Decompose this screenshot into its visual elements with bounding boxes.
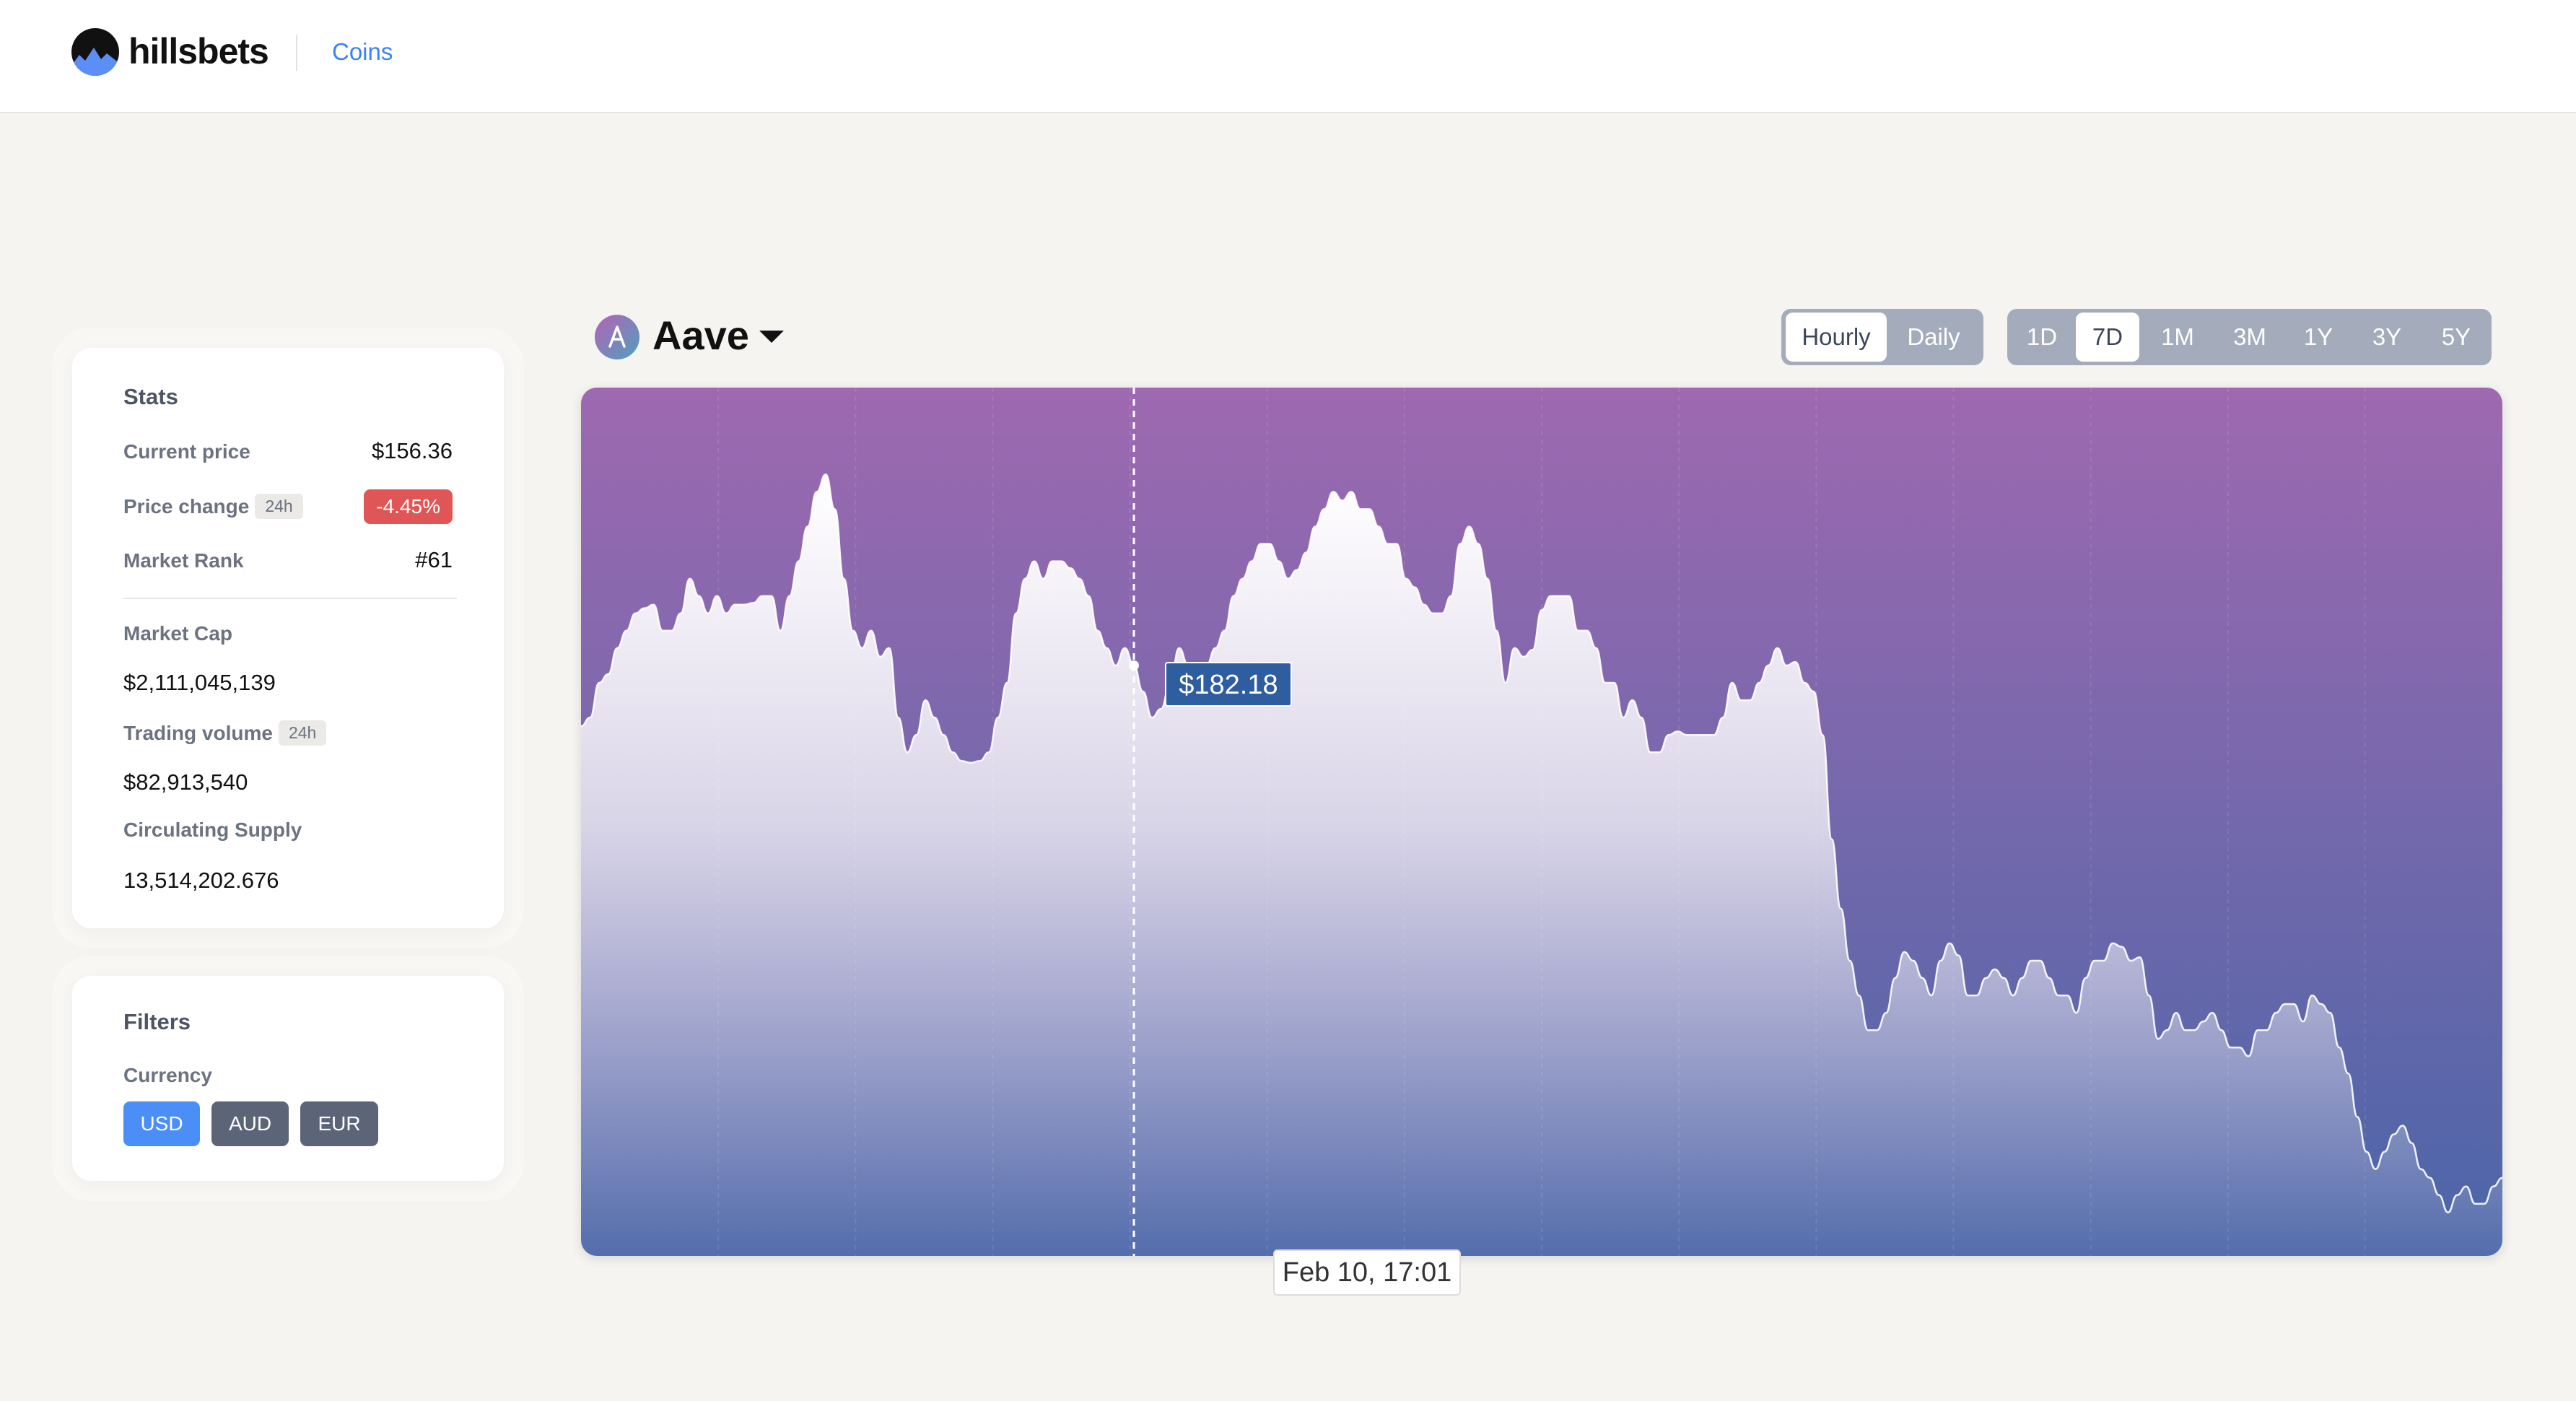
interval-toggle: Hourly Daily [1781,309,1983,365]
caret-down-icon[interactable] [759,331,784,343]
price-chart[interactable]: $182.18 [581,388,2502,1256]
stats-title: Stats [123,384,178,409]
filters-panel: Filters Currency USD AUD EUR [72,976,504,1181]
price-tooltip-box [1164,661,1292,707]
trading-volume-value: $82,913,540 [123,769,248,795]
range-7d-button[interactable]: 7D [2076,313,2139,362]
range-3y-button[interactable]: 3Y [2372,323,2402,350]
timeframe-tag: 24h [278,720,327,746]
date-tooltip: Feb 10, 17:01 [1273,1249,1461,1296]
price-line [581,473,2502,1214]
market-cap-label: Market Cap [123,622,232,645]
range-3m-button[interactable]: 3M [2233,323,2266,350]
trading-volume-label: Trading volume 24h [123,720,327,746]
circulating-supply-label: Circulating Supply [123,819,302,841]
nav-link-coins[interactable]: Coins [332,38,393,65]
range-1d-button[interactable]: 1D [2026,323,2058,350]
stats-divider [123,598,457,599]
circulating-supply-value: 13,514,202.676 [123,868,279,893]
range-toggle: 1D 7D 1M 3M 1Y 3Y 5Y [2007,309,2492,365]
aave-logo-icon [595,315,639,359]
timeframe-tag: 24h [255,494,303,519]
hover-point [1128,660,1139,671]
aave-glyph-icon [608,326,626,348]
filters-title: Filters [123,1009,191,1034]
range-1y-button[interactable]: 1Y [2303,323,2333,350]
price-chart-svg[interactable]: $182.18 [581,388,2502,1256]
current-price-value: $156.36 [371,438,453,463]
price-change-label: Price change 24h [123,494,303,519]
currency-label: Currency [123,1064,212,1086]
hillsbets-logo-icon[interactable] [71,27,120,77]
current-price-label: Current price [123,440,250,463]
interval-daily-button[interactable]: Daily [1907,323,1960,350]
trading-volume-label-text: Trading volume [123,722,273,744]
price-area [581,474,2502,1256]
interval-hourly-button[interactable]: Hourly [1786,313,1887,362]
stats-panel: Stats Current price $156.36 Price change… [72,348,504,928]
coin-selector-label[interactable]: Aave [652,313,749,358]
price-change-label-text: Price change [123,495,250,518]
market-rank-value: #61 [415,547,453,572]
currency-usd-button[interactable]: USD [123,1101,200,1146]
brand-name[interactable]: hillsbets [128,31,269,71]
price-tooltip-text: $182.18 [1179,670,1278,700]
price-tooltip: $182.18 [1164,661,1292,707]
market-cap-value: $2,111,045,139 [123,670,276,695]
range-1m-button[interactable]: 1M [2161,323,2194,350]
header-divider [296,35,297,71]
currency-eur-button[interactable]: EUR [300,1101,378,1146]
price-change-badge: -4.45% [364,489,453,524]
market-rank-label: Market Rank [123,549,244,572]
top-nav-bar: hillsbets Coins [0,0,2576,113]
range-5y-button[interactable]: 5Y [2441,323,2471,350]
currency-aud-button[interactable]: AUD [211,1101,289,1146]
